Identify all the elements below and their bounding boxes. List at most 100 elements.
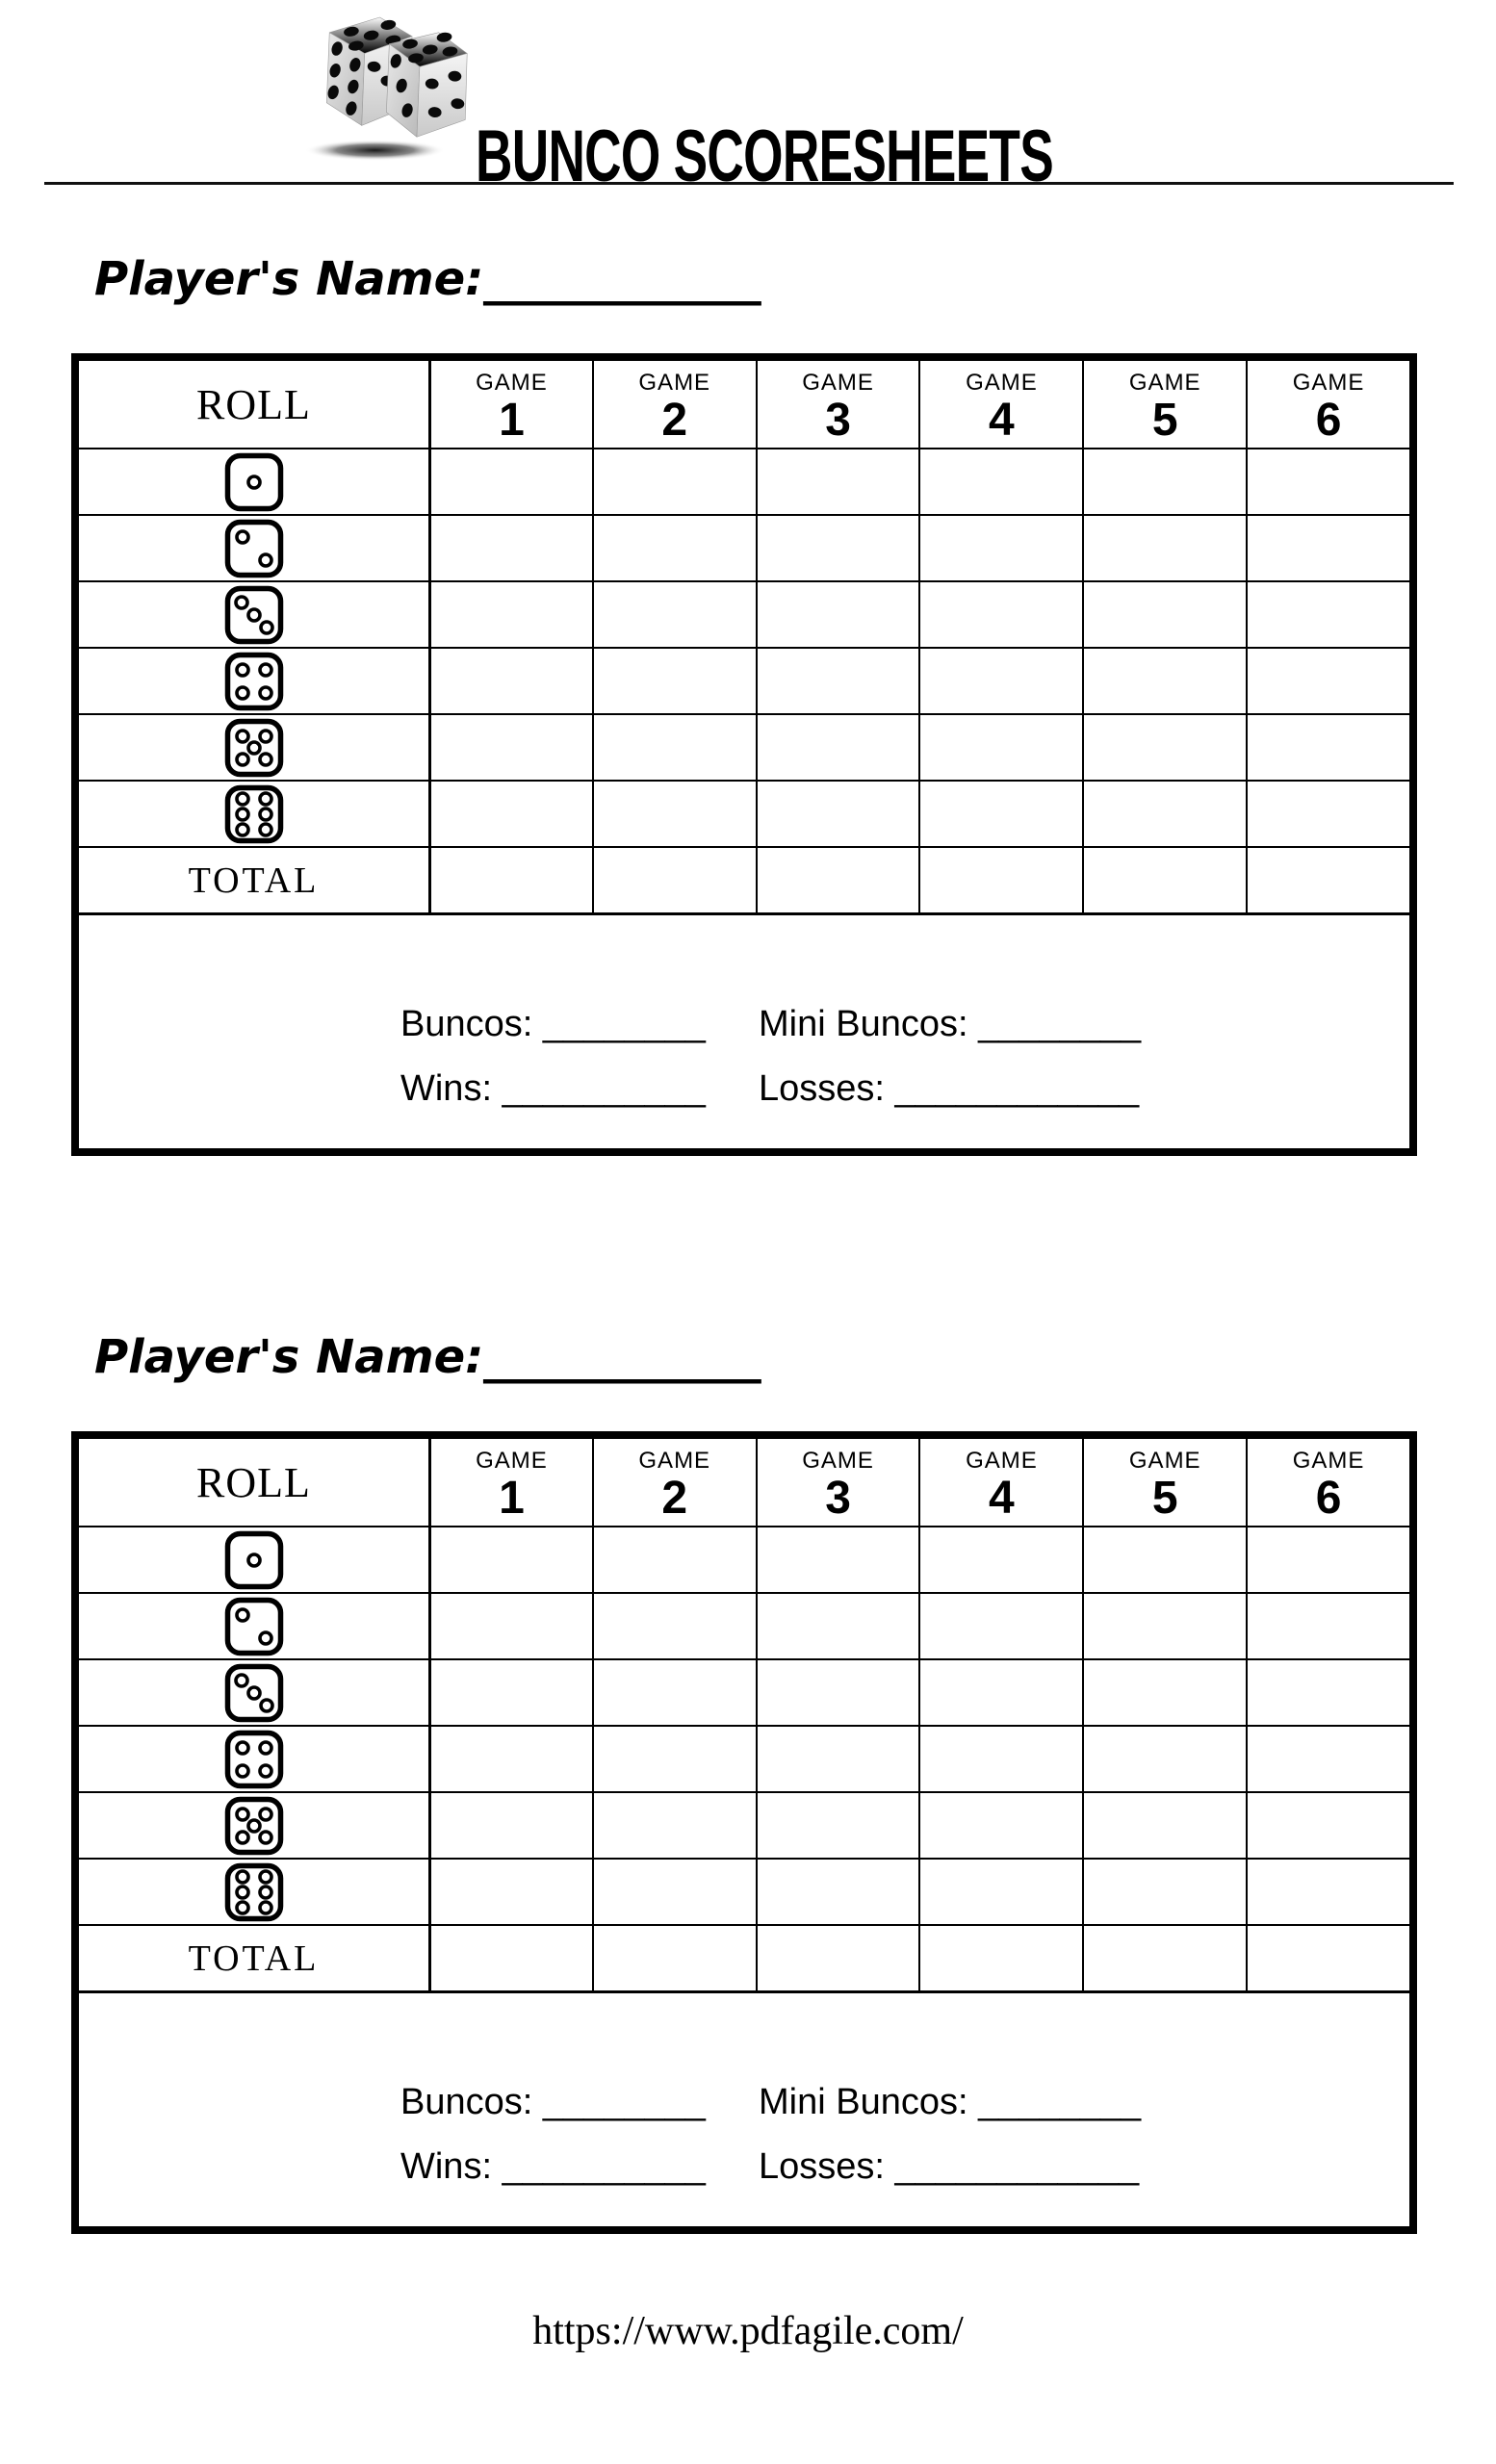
score-cell[interactable] bbox=[1246, 713, 1409, 780]
score-cell[interactable] bbox=[755, 1791, 919, 1858]
total-score-cell[interactable] bbox=[755, 1924, 919, 1990]
score-cell[interactable] bbox=[918, 514, 1083, 580]
score-cell[interactable] bbox=[591, 713, 756, 780]
total-score-cell[interactable] bbox=[1082, 1924, 1247, 1990]
score-cell[interactable] bbox=[1082, 514, 1247, 580]
score-cell[interactable] bbox=[918, 580, 1083, 647]
score-cell[interactable] bbox=[1246, 1791, 1409, 1858]
score-cell[interactable] bbox=[591, 580, 756, 647]
total-score-cell[interactable] bbox=[1246, 1924, 1409, 1990]
score-cell[interactable] bbox=[755, 514, 919, 580]
total-score-cell[interactable] bbox=[428, 846, 592, 912]
player-name-label: Player's Name: bbox=[94, 252, 484, 306]
score-cell[interactable] bbox=[755, 1858, 919, 1924]
score-cell[interactable] bbox=[755, 580, 919, 647]
score-cell[interactable] bbox=[591, 1858, 756, 1924]
game-5-header: GAME 5 bbox=[1082, 361, 1246, 448]
score-cell[interactable] bbox=[428, 1791, 592, 1858]
total-score-cell[interactable] bbox=[428, 1924, 592, 1990]
wins-blank[interactable]: __________ bbox=[502, 1068, 706, 1109]
score-cell[interactable] bbox=[918, 713, 1083, 780]
mini-buncos-field: Mini Buncos: ________ bbox=[759, 1004, 1141, 1045]
score-cell[interactable] bbox=[591, 1791, 756, 1858]
score-cell[interactable] bbox=[918, 647, 1083, 713]
score-cell[interactable] bbox=[1246, 1658, 1409, 1725]
score-cell[interactable] bbox=[591, 514, 756, 580]
footer-url[interactable]: https://www.pdfagile.com/ bbox=[532, 2309, 964, 2353]
score-cell[interactable] bbox=[591, 1526, 756, 1592]
score-cell[interactable] bbox=[1246, 514, 1409, 580]
wins-blank[interactable]: __________ bbox=[502, 2146, 706, 2187]
score-cell[interactable] bbox=[755, 448, 919, 514]
score-cell[interactable] bbox=[1082, 780, 1247, 846]
score-cell[interactable] bbox=[918, 1658, 1083, 1725]
score-cell[interactable] bbox=[755, 1658, 919, 1725]
score-cell[interactable] bbox=[1082, 1526, 1247, 1592]
score-cell[interactable] bbox=[755, 1526, 919, 1592]
score-cell[interactable] bbox=[1082, 1791, 1247, 1858]
die-4-row-label bbox=[79, 1725, 428, 1791]
score-cell[interactable] bbox=[1246, 1592, 1409, 1658]
score-cell[interactable] bbox=[591, 780, 756, 846]
score-cell[interactable] bbox=[428, 1592, 592, 1658]
score-cell[interactable] bbox=[591, 448, 756, 514]
score-cell[interactable] bbox=[591, 647, 756, 713]
score-cell[interactable] bbox=[428, 780, 592, 846]
score-cell[interactable] bbox=[591, 1725, 756, 1791]
score-cell[interactable] bbox=[1246, 1858, 1409, 1924]
score-cell[interactable] bbox=[1082, 580, 1247, 647]
buncos-blank[interactable]: ________ bbox=[542, 2082, 706, 2122]
score-cell[interactable] bbox=[755, 780, 919, 846]
score-cell[interactable] bbox=[918, 1592, 1083, 1658]
total-score-cell[interactable] bbox=[918, 846, 1083, 912]
player-name-blank[interactable]: ____________ bbox=[483, 252, 761, 306]
score-cell[interactable] bbox=[591, 1658, 756, 1725]
player-name-blank[interactable]: ____________ bbox=[483, 1330, 761, 1384]
score-cell[interactable] bbox=[1082, 647, 1247, 713]
score-cell[interactable] bbox=[918, 1725, 1083, 1791]
total-score-cell[interactable] bbox=[591, 846, 756, 912]
score-cell[interactable] bbox=[1246, 448, 1409, 514]
score-cell[interactable] bbox=[1082, 1658, 1247, 1725]
score-cell[interactable] bbox=[1082, 1725, 1247, 1791]
score-cell[interactable] bbox=[918, 1858, 1083, 1924]
score-cell[interactable] bbox=[428, 448, 592, 514]
score-cell[interactable] bbox=[918, 780, 1083, 846]
score-cell[interactable] bbox=[428, 647, 592, 713]
total-score-cell[interactable] bbox=[918, 1924, 1083, 1990]
score-table: ROLL GAME 1 GAME 2 GAME 3 GAME 4 GAME 5 bbox=[71, 353, 1417, 1156]
score-cell[interactable] bbox=[918, 1526, 1083, 1592]
score-cell[interactable] bbox=[1246, 580, 1409, 647]
score-cell[interactable] bbox=[1082, 713, 1247, 780]
score-cell[interactable] bbox=[1246, 780, 1409, 846]
score-cell[interactable] bbox=[428, 1725, 592, 1791]
total-score-cell[interactable] bbox=[1246, 846, 1409, 912]
score-cell[interactable] bbox=[1082, 448, 1247, 514]
score-cell[interactable] bbox=[428, 514, 592, 580]
score-cell[interactable] bbox=[1246, 647, 1409, 713]
score-cell[interactable] bbox=[1246, 1526, 1409, 1592]
losses-blank[interactable]: ____________ bbox=[894, 2146, 1140, 2187]
score-cell[interactable] bbox=[428, 580, 592, 647]
score-cell[interactable] bbox=[428, 1526, 592, 1592]
score-cell[interactable] bbox=[1246, 1725, 1409, 1791]
score-cell[interactable] bbox=[428, 713, 592, 780]
score-cell[interactable] bbox=[755, 647, 919, 713]
total-score-cell[interactable] bbox=[1082, 846, 1247, 912]
score-cell[interactable] bbox=[918, 448, 1083, 514]
score-cell[interactable] bbox=[755, 713, 919, 780]
score-cell[interactable] bbox=[1082, 1858, 1247, 1924]
score-cell[interactable] bbox=[918, 1791, 1083, 1858]
total-score-cell[interactable] bbox=[591, 1924, 756, 1990]
score-cell[interactable] bbox=[755, 1725, 919, 1791]
score-cell[interactable] bbox=[428, 1858, 592, 1924]
score-cell[interactable] bbox=[428, 1658, 592, 1725]
score-cell[interactable] bbox=[1082, 1592, 1247, 1658]
score-cell[interactable] bbox=[591, 1592, 756, 1658]
mini-buncos-blank[interactable]: ________ bbox=[978, 1004, 1142, 1044]
mini-buncos-blank[interactable]: ________ bbox=[978, 2082, 1142, 2122]
score-cell[interactable] bbox=[755, 1592, 919, 1658]
total-score-cell[interactable] bbox=[755, 846, 919, 912]
losses-blank[interactable]: ____________ bbox=[894, 1068, 1140, 1109]
buncos-blank[interactable]: ________ bbox=[542, 1004, 706, 1044]
